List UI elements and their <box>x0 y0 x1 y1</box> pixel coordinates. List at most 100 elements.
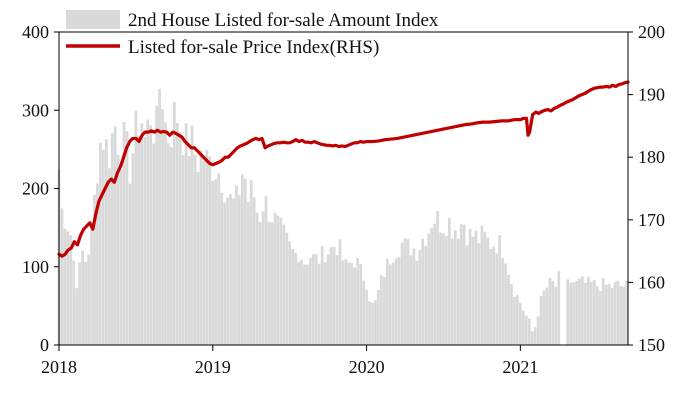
bar-92 <box>329 247 333 345</box>
bar-90 <box>323 262 327 345</box>
line-series-layer <box>57 80 630 258</box>
bar-183 <box>598 291 602 345</box>
bar-189 <box>616 280 620 345</box>
bar-192 <box>625 280 629 345</box>
bar-68 <box>258 222 262 345</box>
bar-55 <box>220 192 224 345</box>
left-tick-label-200: 200 <box>22 179 49 199</box>
bar-100 <box>353 267 357 345</box>
bar-65 <box>249 180 253 345</box>
bar-89 <box>320 246 324 345</box>
legend-bar-swatch <box>66 10 120 29</box>
bar-159 <box>527 318 531 345</box>
bar-117 <box>403 238 407 345</box>
bar-83 <box>303 264 306 345</box>
bar-178 <box>584 282 587 345</box>
bar-137 <box>462 224 466 345</box>
bar-23 <box>125 131 129 345</box>
bar-110 <box>382 277 386 345</box>
bar-13 <box>96 183 99 345</box>
bar-126 <box>430 227 433 345</box>
bar-124 <box>424 246 428 345</box>
bar-128 <box>436 211 439 345</box>
bar-series <box>57 88 629 346</box>
bar-121 <box>415 260 419 345</box>
bar-133 <box>450 238 454 345</box>
bar-8 <box>81 250 85 345</box>
bar-131 <box>445 236 448 345</box>
bar-40 <box>175 122 179 346</box>
bar-10 <box>87 254 90 345</box>
bar-71 <box>267 221 271 345</box>
bar-84 <box>306 264 309 345</box>
bar-62 <box>241 174 244 345</box>
bar-45 <box>190 125 194 345</box>
bar-79 <box>291 249 294 345</box>
bar-111 <box>385 258 389 345</box>
left-tick-label-300: 300 <box>22 100 49 120</box>
bar-87 <box>314 254 318 345</box>
bar-49 <box>202 160 206 345</box>
right-tick-label-150: 150 <box>638 335 665 355</box>
bar-16 <box>104 139 108 345</box>
bar-93 <box>332 246 336 345</box>
bar-80 <box>294 252 297 345</box>
bar-29 <box>143 136 147 345</box>
bar-7 <box>78 262 82 345</box>
bar-43 <box>184 123 188 345</box>
bar-14 <box>99 142 102 345</box>
bar-51 <box>208 156 212 345</box>
bar-58 <box>229 194 232 345</box>
bar-17 <box>107 168 111 345</box>
bar-152 <box>507 274 510 345</box>
bar-34 <box>158 88 161 345</box>
bar-20 <box>116 154 120 345</box>
bar-52 <box>211 180 215 345</box>
bar-177 <box>581 276 584 345</box>
bar-59 <box>232 198 235 345</box>
bar-134 <box>453 230 457 345</box>
bar-91 <box>326 254 330 345</box>
bar-21 <box>119 169 123 345</box>
bar-67 <box>255 212 259 345</box>
bar-78 <box>288 241 292 345</box>
bar-188 <box>613 281 617 345</box>
bar-82 <box>300 259 303 345</box>
bar-147 <box>492 246 496 345</box>
bar-115 <box>397 257 401 345</box>
bar-156 <box>518 302 522 345</box>
bar-146 <box>489 248 493 345</box>
bar-85 <box>309 257 312 345</box>
bar-122 <box>418 250 422 345</box>
bar-86 <box>311 254 315 345</box>
bar-162 <box>536 316 540 345</box>
bar-169 <box>557 271 561 345</box>
bar-77 <box>285 232 289 345</box>
bar-11 <box>90 221 93 345</box>
bar-165 <box>545 287 549 345</box>
bar-33 <box>155 105 158 346</box>
bar-70 <box>264 196 268 345</box>
bar-30 <box>146 119 150 346</box>
bar-81 <box>297 262 300 345</box>
bar-31 <box>149 125 153 345</box>
bar-15 <box>102 149 105 345</box>
right-tick-label-170: 170 <box>638 210 665 230</box>
bar-72 <box>270 222 274 345</box>
bar-123 <box>421 238 425 345</box>
left-tick-label-100: 100 <box>22 257 49 277</box>
bar-53 <box>214 179 218 345</box>
bar-95 <box>338 239 342 345</box>
bar-88 <box>317 263 321 345</box>
bar-108 <box>377 289 380 345</box>
axes <box>58 31 629 346</box>
bar-155 <box>516 295 519 345</box>
bar-139 <box>468 228 472 345</box>
bar-73 <box>273 212 277 345</box>
bar-148 <box>495 253 499 345</box>
bar-54 <box>217 173 221 345</box>
x-tick-label-2018: 2018 <box>41 357 77 377</box>
bar-5 <box>72 260 76 345</box>
bar-160 <box>530 331 534 345</box>
